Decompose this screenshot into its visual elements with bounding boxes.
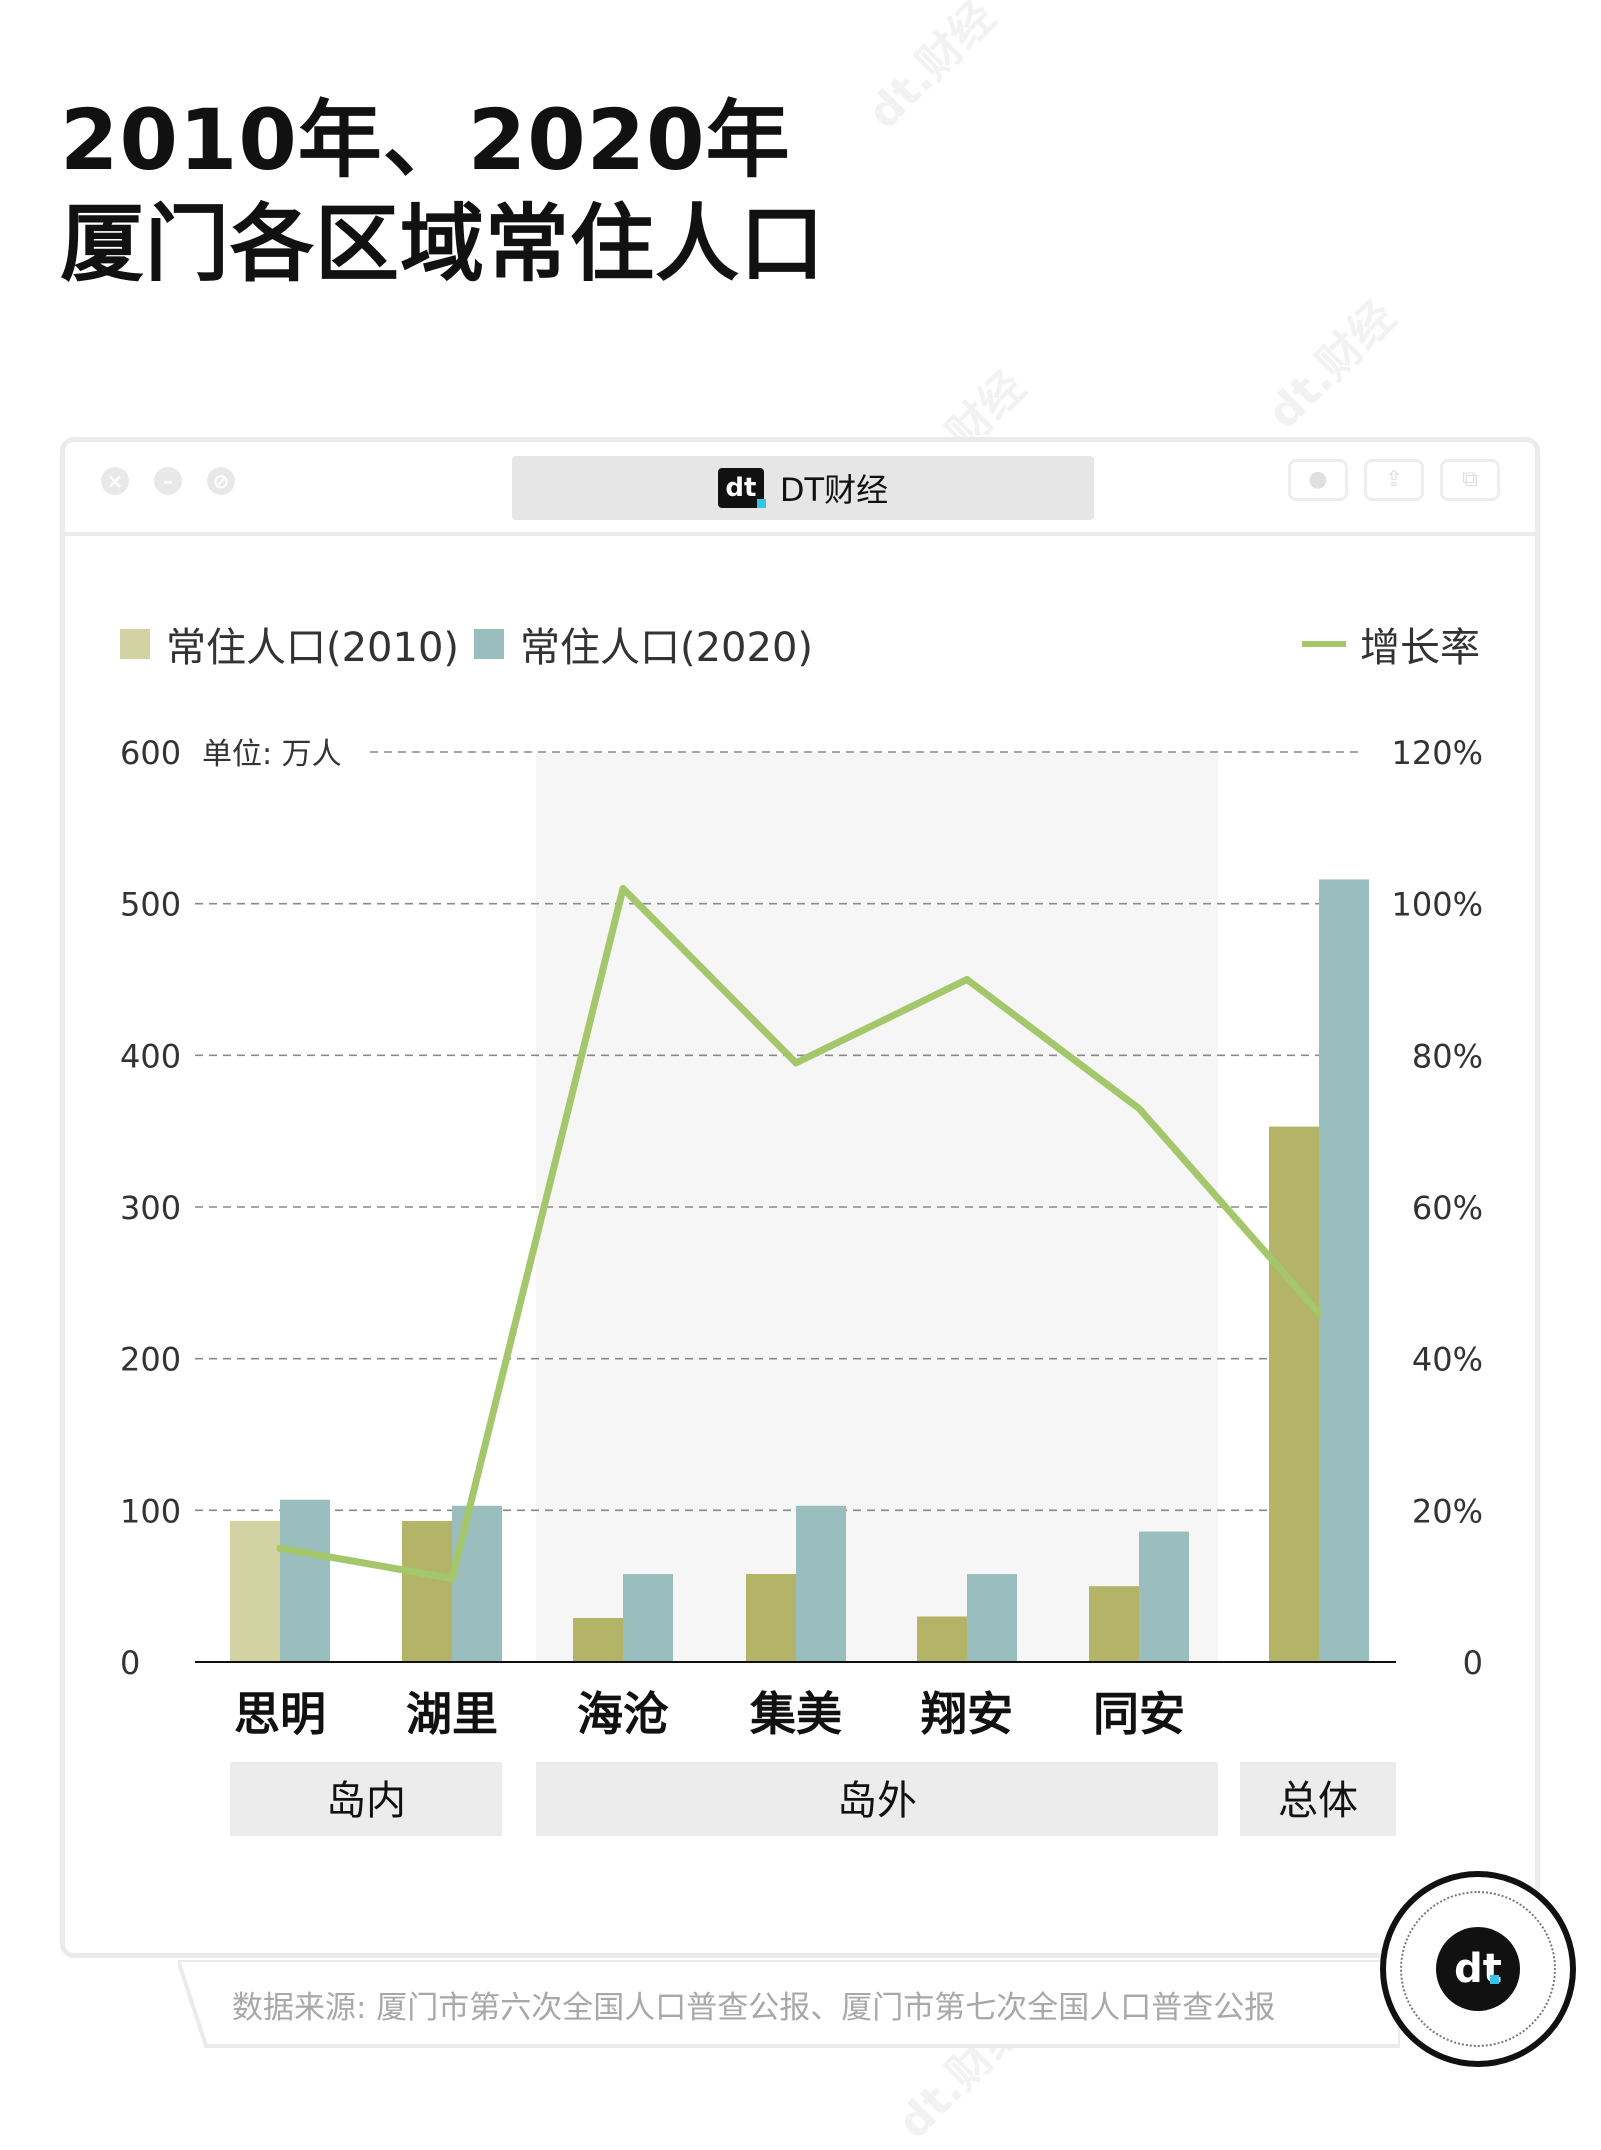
x-category-label: 思明: [234, 1687, 326, 1741]
group-label-box: [1240, 1762, 1396, 1836]
page-title: 2010年、2020年 厦门各区域常住人口: [60, 88, 825, 296]
x-category-label: 海沧: [577, 1687, 669, 1741]
group-label: 总体: [1278, 1778, 1358, 1824]
y-tick-left: 200: [120, 1341, 181, 1379]
copy-icon[interactable]: ⧉: [1440, 459, 1500, 501]
y-tick-right: 20%: [1412, 1492, 1483, 1530]
y-tick-right: 100%: [1392, 886, 1483, 924]
bar-2020: [796, 1505, 846, 1662]
record-icon[interactable]: ●: [1288, 459, 1348, 501]
bar-2010: [230, 1520, 280, 1662]
y-tick-left: 400: [120, 1037, 181, 1075]
bar-2020: [1139, 1531, 1189, 1662]
bar-2020: [1319, 879, 1369, 1662]
legend-swatch-2020: [474, 629, 504, 659]
badge-ring: [1400, 1891, 1556, 2047]
group-label: 岛外: [837, 1778, 917, 1824]
x-category-label: 集美: [749, 1687, 842, 1741]
share-icon[interactable]: ⇪: [1364, 459, 1424, 501]
bar-2010: [402, 1520, 452, 1662]
title-line-1: 2010年、2020年: [60, 91, 791, 189]
y-tick-right: 120%: [1392, 734, 1483, 772]
block-icon[interactable]: ⊘: [207, 467, 235, 495]
legend-label-2010: 常住人口(2010): [166, 625, 460, 671]
dt-logo-icon: dt: [717, 468, 766, 508]
unit-label: 单位: 万人: [202, 737, 342, 772]
close-icon[interactable]: ×: [101, 467, 129, 495]
legend-swatch-2010: [120, 629, 150, 659]
group-background-outer: [536, 752, 1218, 1662]
legend-label-2020: 常住人口(2020): [520, 625, 814, 671]
titlebar-divider: [65, 532, 1535, 536]
y-tick-left: 100: [120, 1492, 181, 1530]
bar-2010: [917, 1616, 967, 1662]
y-tick-right: 0: [1463, 1644, 1483, 1682]
bar-2020: [967, 1574, 1017, 1662]
x-category-label: 翔安: [921, 1687, 1013, 1741]
y-tick-left: 600: [120, 734, 181, 772]
badge-text: dt: [1454, 1946, 1502, 1992]
y-tick-left: 0: [120, 1644, 140, 1682]
x-category-label: 湖里: [406, 1687, 498, 1741]
legend-swatch-rate: [1302, 641, 1346, 647]
tab-label: DT财经: [779, 471, 889, 509]
bar-2010: [573, 1618, 623, 1662]
source-note: 数据来源: 厦门市第六次全国人口普查公报、厦门市第七次全国人口普查公报: [232, 1990, 1276, 2026]
group-label: 岛内: [326, 1778, 406, 1824]
y-tick-right: 60%: [1412, 1189, 1483, 1227]
group-label-box: [230, 1762, 502, 1836]
minimize-icon[interactable]: –: [154, 467, 182, 495]
x-category-label: 同安: [1093, 1687, 1185, 1741]
growth-rate-line: [276, 885, 1323, 1583]
group-label-box: [536, 1762, 1218, 1836]
y-tick-left: 500: [120, 886, 181, 924]
bar-2010: [1089, 1586, 1139, 1662]
bar-2020: [452, 1505, 502, 1662]
dt-badge-logo-icon: dt: [1436, 1927, 1520, 2011]
y-tick-left: 300: [120, 1189, 181, 1227]
bar-2010: [1269, 1126, 1319, 1662]
y-tick-right: 40%: [1412, 1341, 1483, 1379]
bar-2020: [280, 1499, 330, 1662]
legend-2020: 常住人口(2020): [474, 615, 813, 673]
bar-2020: [623, 1574, 673, 1662]
legend-2010: 常住人口(2010): [120, 615, 459, 673]
y-tick-right: 80%: [1412, 1037, 1483, 1075]
dt-logo-text: dt: [725, 473, 757, 503]
legend-label-rate: 增长率: [1360, 625, 1480, 671]
title-line-2: 厦门各区域常住人口: [60, 195, 826, 293]
legend-rate: 增长率: [1302, 615, 1480, 673]
dt-badge: dt: [1380, 1871, 1576, 2067]
bar-2010: [746, 1574, 796, 1662]
tab-dt-finance[interactable]: dt DT财经: [512, 456, 1094, 520]
source-tab-shape: [178, 1960, 1400, 2048]
